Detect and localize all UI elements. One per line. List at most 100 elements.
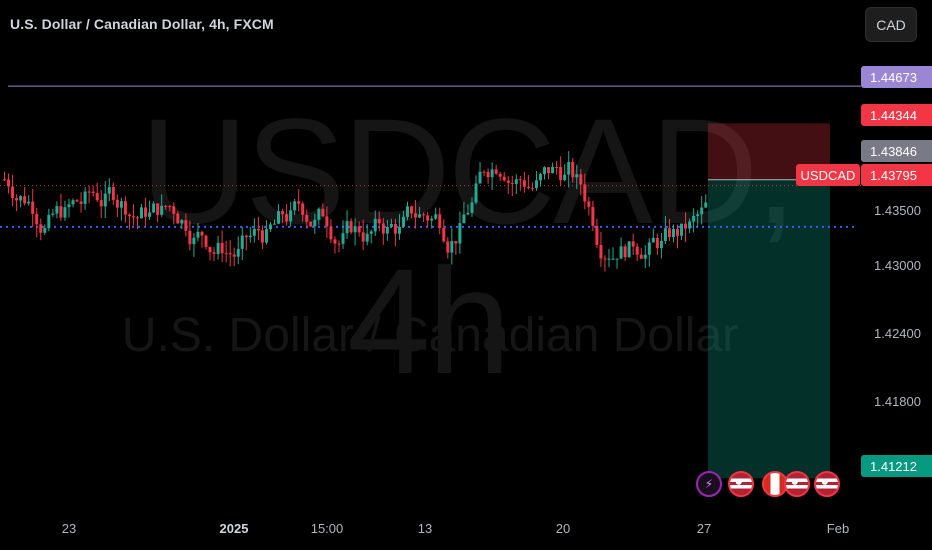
watermark-symbol: USDCAD, 4h — [140, 87, 797, 405]
us-flag-icon[interactable] — [784, 471, 810, 497]
x-tick-label: 15:00 — [310, 521, 344, 536]
candle-body — [514, 179, 518, 184]
candle-body — [200, 231, 204, 236]
resistance-price-label[interactable]: 1.44673 — [861, 66, 932, 88]
candle-body — [188, 230, 192, 245]
candle-body — [591, 206, 595, 226]
candle-body — [647, 242, 651, 255]
candle-body — [99, 200, 103, 207]
candle-body — [506, 180, 510, 183]
y-tick-label: 1.43000 — [874, 258, 921, 273]
candle-body — [39, 224, 43, 233]
candle-body — [321, 208, 325, 217]
candle-body — [470, 202, 474, 213]
candle-body — [337, 243, 341, 245]
candle-body — [414, 213, 418, 218]
candle-body — [176, 213, 180, 224]
watermark-name: U.S. Dollar / Canadian Dollar — [121, 309, 739, 362]
candle-body — [212, 252, 216, 254]
canada-flag-icon[interactable] — [762, 471, 788, 497]
candle-body — [466, 212, 470, 215]
candle-body — [79, 201, 83, 204]
candle-body — [135, 217, 139, 219]
candle-body — [534, 180, 538, 188]
candle-body — [83, 191, 87, 204]
candle-body — [285, 214, 289, 222]
candle-body — [659, 240, 663, 248]
x-tick-label: 27 — [696, 521, 712, 536]
entry-price-label[interactable]: 1.43846 — [861, 140, 932, 162]
candle-body — [277, 211, 281, 224]
candle-body — [551, 166, 555, 174]
candle-body — [240, 235, 244, 249]
candle-body — [377, 218, 381, 224]
candle-body — [204, 235, 208, 247]
candle-body — [611, 258, 615, 260]
take-profit-price-label[interactable]: 1.41212 — [861, 455, 932, 477]
candle-body — [446, 241, 450, 253]
candle-body — [692, 215, 696, 222]
candle-body — [671, 228, 675, 238]
candle-body — [224, 253, 228, 255]
candle-body — [599, 244, 603, 259]
candle-body — [704, 202, 708, 208]
us-flag-icon[interactable] — [728, 471, 754, 497]
candle-body — [418, 214, 422, 218]
candle-body — [603, 258, 607, 260]
candle-body — [140, 207, 144, 219]
candle-body — [164, 205, 168, 207]
candle-body — [43, 228, 47, 233]
candle-body — [688, 221, 692, 229]
x-tick-label: 20 — [555, 521, 571, 536]
candle-body — [127, 214, 131, 217]
candle-body — [619, 246, 623, 259]
candle-body — [543, 167, 547, 175]
candle-body — [393, 223, 397, 234]
candle-body — [317, 208, 321, 220]
candle-body — [232, 254, 236, 257]
candle-body — [381, 223, 385, 234]
candle-body — [55, 206, 59, 214]
candle-body — [309, 221, 313, 227]
candle-body — [663, 228, 667, 241]
lightning-icon[interactable]: ⚡ — [696, 471, 722, 497]
candle-body — [107, 186, 111, 194]
candle-body — [31, 201, 35, 214]
candle-body — [313, 219, 317, 227]
candle-body — [450, 241, 454, 253]
symbol-tag: USDCAD — [796, 164, 860, 186]
candle-body — [579, 174, 583, 185]
currency-button[interactable]: CAD — [865, 7, 917, 42]
candle-body — [252, 228, 256, 236]
candle-body — [67, 204, 71, 208]
candle-body — [7, 179, 11, 187]
candle-body — [172, 206, 176, 214]
candle-body — [486, 171, 490, 178]
candle-body — [639, 254, 643, 259]
candle-body — [684, 223, 688, 229]
candle-body — [502, 176, 506, 181]
last-price-label[interactable]: 1.43795 — [861, 164, 932, 186]
candle-body — [293, 201, 297, 211]
x-tick-label: 23 — [61, 521, 77, 536]
candle-body — [389, 223, 393, 227]
candle-body — [131, 216, 135, 218]
candle-body — [401, 216, 405, 227]
x-tick-label: 13 — [417, 521, 433, 536]
candle-body — [462, 214, 466, 224]
stop-loss-price-label[interactable]: 1.44344 — [861, 104, 932, 126]
us-flag-icon[interactable] — [814, 471, 840, 497]
candle-body — [216, 242, 220, 254]
candle-body — [345, 221, 349, 234]
candle-body — [123, 201, 127, 215]
candle-body — [623, 246, 627, 258]
candle-body — [434, 214, 438, 219]
candle-body — [341, 233, 345, 244]
candle-body — [75, 200, 79, 202]
candle-body — [361, 232, 365, 242]
candle-body — [160, 205, 164, 215]
candle-body — [474, 183, 478, 203]
candle-body — [353, 226, 357, 233]
